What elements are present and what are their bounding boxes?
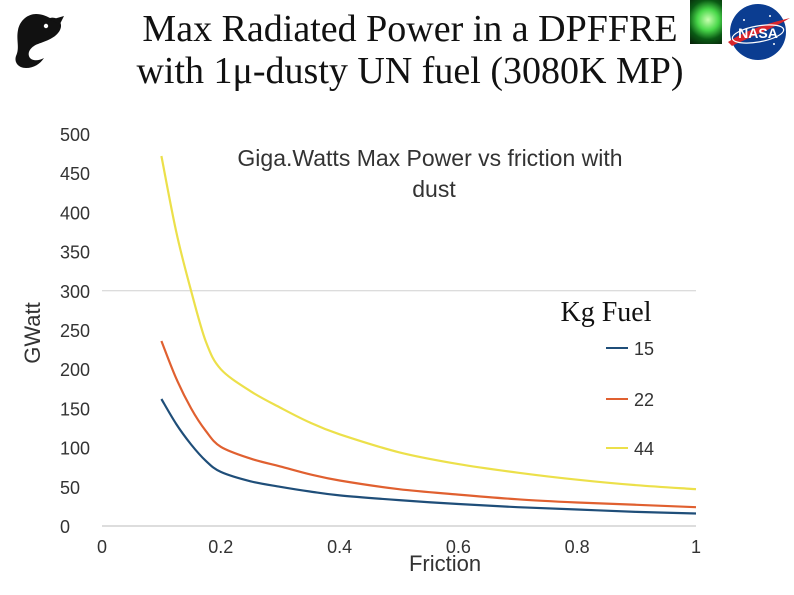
aurora-image xyxy=(690,0,726,44)
x-tick-label: 1 xyxy=(691,537,701,557)
legend-title: Kg Fuel xyxy=(561,297,652,328)
y-tick-label: 450 xyxy=(60,164,90,184)
y-tick-label: 100 xyxy=(60,439,90,459)
x-axis-label: Friction xyxy=(409,551,481,576)
chart-title-line2: dust xyxy=(412,176,456,202)
series-line-44 xyxy=(160,155,697,491)
y-tick-label: 500 xyxy=(60,125,90,145)
y-tick-label: 400 xyxy=(60,203,90,223)
y-tick-label: 350 xyxy=(60,243,90,263)
x-tick-label: 0 xyxy=(97,537,107,557)
x-tick-label: 0.6 xyxy=(446,537,471,557)
legend-label-22: 22 xyxy=(634,390,654,410)
y-tick-label: 300 xyxy=(60,282,90,302)
nasa-logo-icon: NASA xyxy=(722,0,794,64)
y-tick-label: 200 xyxy=(60,360,90,380)
chart-title-line1: Giga.Watts Max Power vs friction with xyxy=(237,145,622,171)
series-line-15 xyxy=(160,398,697,515)
slide-title: Max Radiated Power in a DPFFRE with 1μ-d… xyxy=(60,8,760,92)
x-tick-label: 0.4 xyxy=(327,537,352,557)
slide-title-line2: with 1μ-dusty UN fuel (3080K MP) xyxy=(136,50,684,92)
y-tick-label: 150 xyxy=(60,399,90,419)
slide-title-line1: Max Radiated Power in a DPFFRE xyxy=(142,8,678,50)
legend-label-44: 44 xyxy=(634,439,654,459)
nasa-logo-text: NASA xyxy=(738,25,778,41)
seahorse-logo-icon xyxy=(15,14,64,68)
legend-label-15: 15 xyxy=(634,339,654,359)
series-line-22 xyxy=(160,340,697,509)
y-tick-label: 0 xyxy=(60,517,70,537)
y-axis-ticks: 0 50 100 150 200 250 300 350 400 450 500 xyxy=(60,125,90,537)
x-axis-ticks: 0 0.2 0.4 0.6 0.8 1 xyxy=(97,537,701,557)
legend: Kg Fuel 15 22 44 xyxy=(561,297,655,459)
y-tick-label: 250 xyxy=(60,321,90,341)
x-tick-label: 0.8 xyxy=(565,537,590,557)
series-layer xyxy=(160,155,697,515)
x-tick-label: 0.2 xyxy=(208,537,233,557)
y-tick-label: 50 xyxy=(60,478,80,498)
y-axis-label: GWatt xyxy=(20,302,45,364)
